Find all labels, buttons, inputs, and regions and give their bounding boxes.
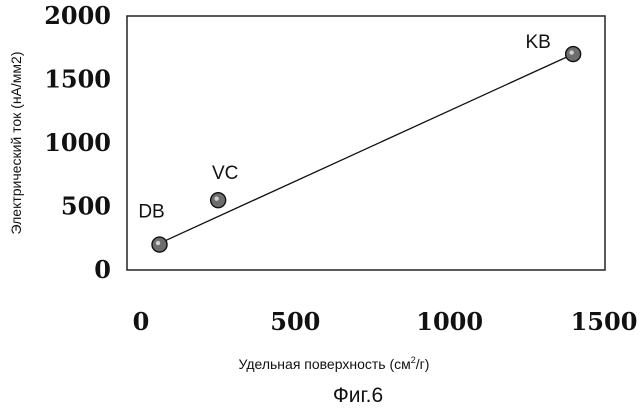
x-tick-label: 500: [270, 307, 320, 336]
fit-line: [159, 53, 574, 244]
x-tick-label: 1000: [416, 307, 483, 336]
point-kb-highlight: [569, 50, 574, 55]
y-tick-label: 1000: [44, 128, 111, 157]
x-axis-label: Удельная поверхность (см2/г): [239, 355, 430, 372]
plot-area: [126, 15, 606, 271]
point-label-kb: KB: [525, 32, 550, 53]
y-tick-label: 1500: [44, 65, 111, 94]
point-db-highlight: [155, 240, 161, 246]
x-axis-label-sup: 2: [411, 355, 416, 365]
y-tick-label: 500: [61, 192, 111, 221]
x-axis-label-main: Удельная поверхность (см: [239, 356, 411, 372]
y-tick-label: 2000: [44, 1, 111, 30]
point-label-db: DB: [138, 202, 164, 223]
x-tick-label: 0: [133, 307, 150, 336]
x-tick-label: 1500: [571, 307, 638, 336]
figure-caption: Фиг.6: [333, 384, 383, 407]
y-axis-label: Электрический ток (нА/мм2): [8, 52, 24, 235]
point-labels: DB VC KB: [138, 32, 550, 223]
x-ticks: 0 500 1000 1500: [133, 307, 638, 336]
points: [151, 45, 582, 253]
y-ticks: 0 500 1000 1500 2000: [44, 1, 111, 284]
y-tick-label: 0: [94, 255, 111, 284]
point-label-vc: VC: [212, 163, 238, 184]
point-vc-highlight: [214, 196, 219, 201]
x-axis-label-tail: /г): [416, 356, 430, 372]
